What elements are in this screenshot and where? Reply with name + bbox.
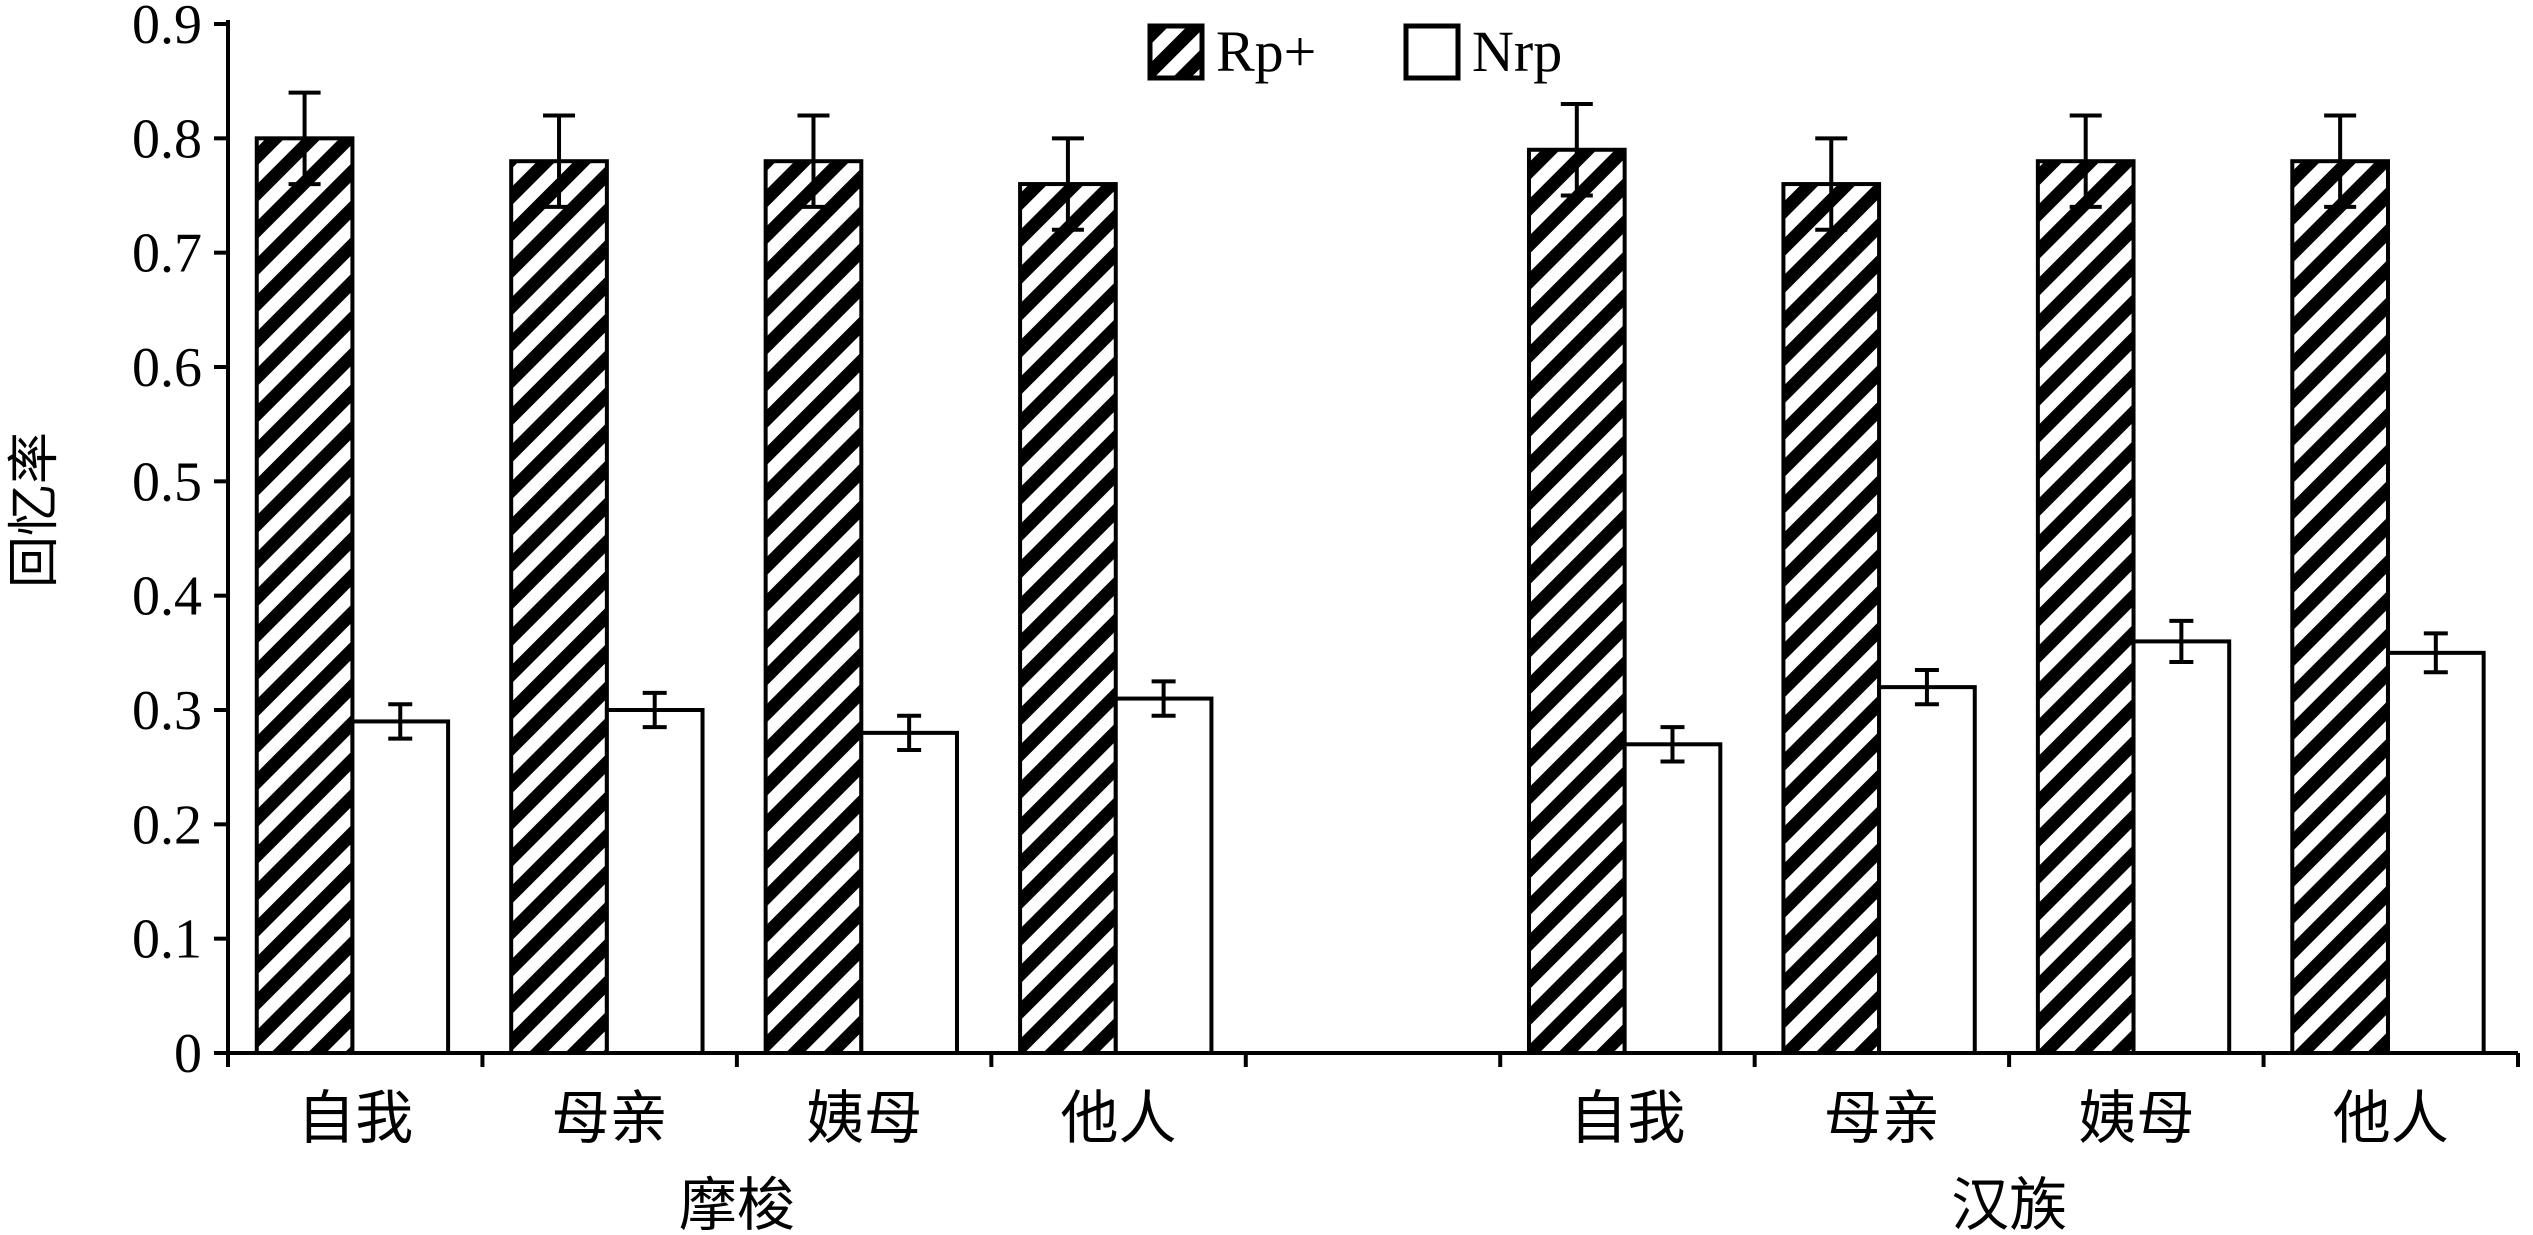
y-tick-label: 0.7 [132, 223, 202, 285]
category-label: 自我 [1569, 1084, 1685, 1152]
x-axis [226, 1051, 2520, 1067]
bar-nrp [1622, 742, 1723, 1055]
bar-rp [254, 136, 355, 1056]
category-label: 母亲 [1824, 1084, 1940, 1152]
bar-nrp [604, 708, 705, 1055]
bar-nrp [2131, 639, 2232, 1056]
category-label: 他人 [1061, 1084, 1177, 1152]
group-label: 摩梭 [679, 1171, 795, 1235]
legend-swatch [1403, 23, 1461, 81]
category-label: 姨母 [2078, 1084, 2194, 1152]
y-tick-label: 0.8 [132, 108, 202, 170]
legend: Rp+ Nrp [1147, 19, 1562, 84]
bar-rp [2290, 159, 2390, 1055]
y-tick-label: 0.9 [132, 0, 202, 56]
bar-rp [1526, 147, 1627, 1055]
category-label: 自我 [297, 1084, 413, 1152]
bar-rp [1781, 182, 1882, 1056]
bar-nrp [859, 730, 959, 1055]
legend-label: Rp+ [1216, 19, 1316, 84]
y-tick-label: 0.1 [132, 909, 202, 971]
bar-rp [763, 159, 864, 1055]
bar-rp [2035, 159, 2136, 1055]
bars [254, 136, 2486, 1056]
y-axis-label: 回忆率 [5, 432, 65, 588]
y-tick-label: 0.2 [132, 794, 202, 856]
bar-rp [509, 159, 609, 1055]
category-label: 母亲 [552, 1084, 668, 1152]
y-tick-label: 0.3 [132, 680, 202, 742]
y-tick-label: 0 [174, 1023, 202, 1085]
bar-rp [1018, 182, 1118, 1056]
group-label: 汉族 [1951, 1171, 2067, 1235]
bar-nrp [2385, 650, 2486, 1055]
legend-swatch [1147, 23, 1205, 81]
bar-nrp [1877, 685, 1977, 1056]
y-tick-label: 0.6 [132, 337, 202, 399]
y-tick-label: 0.5 [132, 451, 202, 513]
y-tick-label: 0.4 [132, 566, 202, 628]
error-bars [288, 90, 2448, 764]
legend-label: Nrp [1472, 19, 1562, 84]
category-label: 姨母 [806, 1084, 922, 1152]
y-axis: 0 0.1 0.2 0.3 0.4 0.5 0.6 0.7 0.8 0.9 [132, 0, 230, 1085]
category-label: 他人 [2333, 1084, 2449, 1152]
bar-nrp [350, 719, 451, 1056]
bar-nrp [1113, 696, 1214, 1055]
